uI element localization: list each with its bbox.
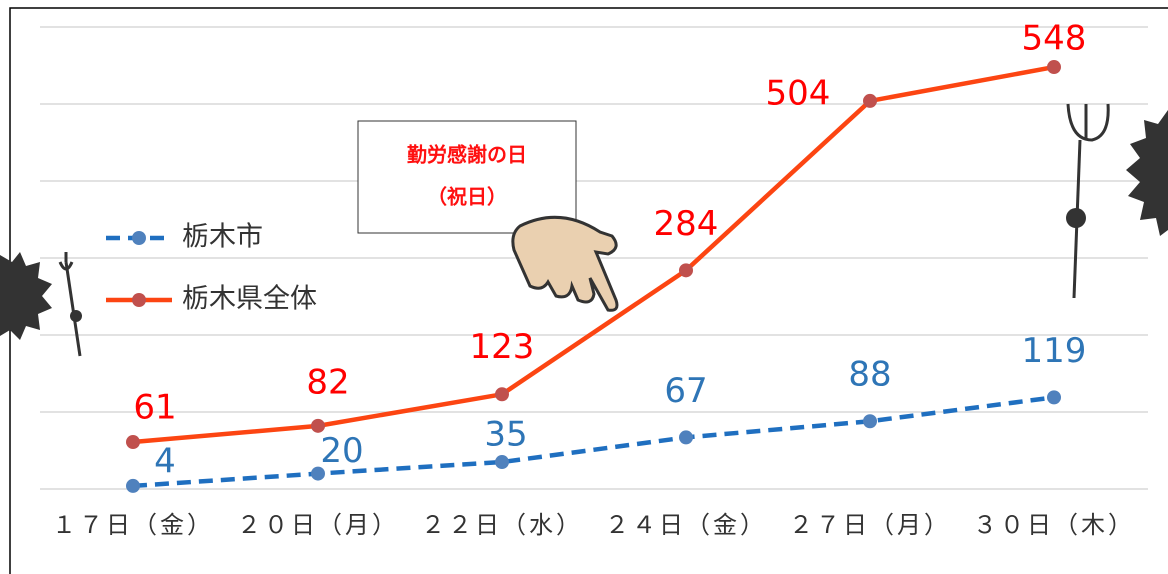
annotation-box: 勤労感謝の日 （祝日） bbox=[358, 121, 576, 233]
x-tick-label: １７日（金） bbox=[52, 511, 214, 539]
data-point bbox=[126, 479, 140, 493]
legend-label: 栃木県全体 bbox=[182, 284, 317, 315]
x-tick-label: ２０日（月） bbox=[237, 511, 399, 539]
plot: 4 20 35 67 88 119 61 82 123 284 504 548 bbox=[126, 19, 1086, 493]
data-label: 61 bbox=[133, 388, 176, 428]
x-tick-label: ３０日（木） bbox=[973, 511, 1135, 539]
data-label: 119 bbox=[1022, 331, 1087, 371]
data-label: 82 bbox=[306, 362, 349, 402]
virus-left bbox=[0, 252, 82, 356]
pointing-hand bbox=[513, 217, 617, 310]
page: {"chart_data": {"type": "line", "categor… bbox=[0, 0, 1168, 574]
data-point bbox=[679, 263, 693, 277]
data-point bbox=[495, 387, 509, 401]
legend-marker bbox=[132, 231, 146, 245]
legend-label: 栃木市 bbox=[182, 222, 263, 253]
x-tick-label: ２４日（金） bbox=[605, 511, 767, 539]
legend-marker bbox=[132, 293, 146, 307]
x-tick-label: ２７日（月） bbox=[789, 511, 951, 539]
data-label: 123 bbox=[470, 327, 535, 367]
data-label: 548 bbox=[1022, 19, 1087, 59]
annotation-line: （祝日） bbox=[427, 185, 507, 209]
data-point bbox=[1047, 60, 1061, 74]
data-point bbox=[495, 455, 509, 469]
data-point bbox=[863, 94, 877, 108]
data-point bbox=[311, 419, 325, 433]
x-tick-label: ２２日（水） bbox=[421, 511, 583, 539]
data-label: 504 bbox=[766, 73, 831, 113]
data-label: 20 bbox=[320, 431, 363, 471]
data-point bbox=[679, 430, 693, 444]
annotation-line: 勤労感謝の日 bbox=[407, 143, 527, 167]
data-label: 88 bbox=[848, 355, 891, 395]
data-label: 35 bbox=[484, 415, 527, 455]
chart: 勤労感謝の日 （祝日） 4 20 35 67 88 119 61 82 123 284 504 548… bbox=[0, 0, 1168, 574]
data-label: 4 bbox=[154, 441, 176, 481]
series-line bbox=[133, 397, 1054, 486]
data-point bbox=[1047, 390, 1061, 404]
data-label: 284 bbox=[654, 204, 719, 244]
data-label: 67 bbox=[664, 371, 707, 411]
virus-right bbox=[1066, 104, 1168, 298]
data-point bbox=[863, 414, 877, 428]
data-point bbox=[126, 435, 140, 449]
